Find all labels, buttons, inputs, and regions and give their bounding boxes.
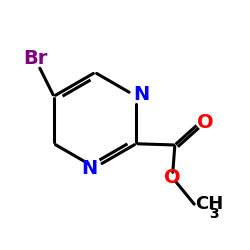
Text: O: O	[197, 112, 214, 132]
Text: CH: CH	[195, 195, 223, 213]
Text: N: N	[134, 86, 150, 104]
Text: Br: Br	[23, 49, 47, 68]
Text: O: O	[164, 168, 181, 187]
Text: N: N	[82, 159, 98, 178]
Text: 3: 3	[209, 207, 218, 221]
